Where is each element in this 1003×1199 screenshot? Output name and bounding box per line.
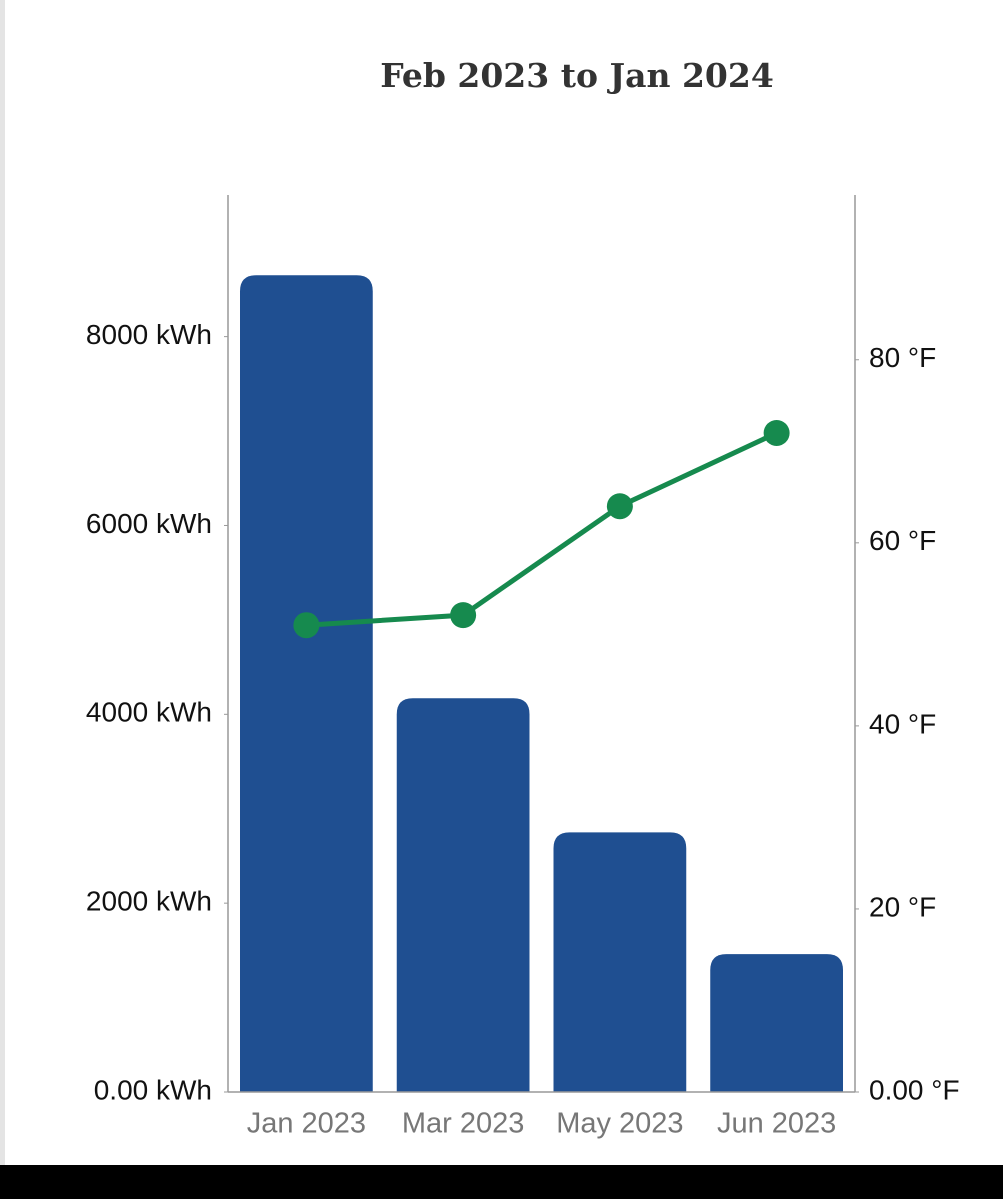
bar xyxy=(240,275,373,1092)
line-point xyxy=(293,612,320,639)
x-tick-label: Mar 2023 xyxy=(402,1108,525,1140)
line-point xyxy=(763,419,790,446)
line xyxy=(306,430,778,628)
y-tick-label: 4000 kWh xyxy=(86,697,212,728)
x-tick-label: Jan 2023 xyxy=(247,1108,366,1140)
line-point xyxy=(450,602,477,629)
y2-tick-label: 20 °F xyxy=(869,891,936,922)
bar xyxy=(553,832,687,1092)
bar xyxy=(710,954,843,1092)
bottom-bar xyxy=(0,1165,1003,1199)
y2-tick-label: 0.00 °F xyxy=(869,1074,960,1105)
y2-tick-label: 60 °F xyxy=(869,525,936,556)
x-tick-label: Jun 2023 xyxy=(717,1108,836,1140)
y-tick-label: 6000 kWh xyxy=(86,508,212,539)
y2-tick-label: 80 °F xyxy=(869,342,936,373)
y2-tick-label: 40 °F xyxy=(869,708,936,739)
y-tick-label: 2000 kWh xyxy=(86,886,212,917)
y-tick-label: 0.00 kWh xyxy=(94,1074,212,1105)
line-point xyxy=(606,493,633,520)
chart-title: Feb 2023 to Jan 2024 xyxy=(380,56,774,95)
left-edge xyxy=(0,0,5,1165)
bar xyxy=(396,698,530,1092)
y-tick-label: 8000 kWh xyxy=(86,319,212,350)
x-tick-label: May 2023 xyxy=(556,1108,683,1140)
